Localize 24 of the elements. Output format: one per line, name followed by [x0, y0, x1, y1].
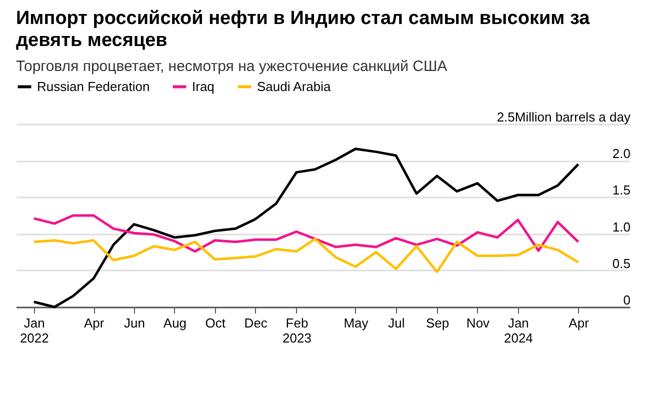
y-tick-label: 1.5 [612, 182, 630, 198]
x-tick-label: Sep [426, 316, 450, 330]
x-tick-label: Apr [568, 316, 590, 330]
chart-title: Импорт российской нефти в Индию стал самым высоким за девять месяцев [16, 8, 590, 51]
legend-label: Saudi Arabia [257, 78, 332, 94]
y-tick-label: 2.0 [612, 146, 630, 162]
legend-label: Russian Federation [37, 78, 150, 94]
x-tick-label: Nov [466, 316, 490, 330]
chart-subtitle: Торговля процветает, несмотря на ужесточение санкций США [16, 58, 448, 75]
y-tick-label: 0.5 [612, 256, 630, 271]
y-tick-label: 0 [623, 292, 630, 308]
x-tick-label: Dec [244, 316, 268, 330]
x-tick-label: Oct [205, 316, 226, 330]
x-tick-label: Apr [84, 316, 105, 330]
x-tick-label: Jan 2024 [504, 316, 533, 346]
x-tick-label: Feb 2023 [282, 316, 312, 346]
x-tick-label: May [344, 316, 369, 330]
x-tick-label: Jun [124, 316, 146, 330]
y-tick-label: 1.0 [612, 219, 630, 234]
x-tick-label: Aug [163, 316, 187, 330]
legend-label: Iraq [192, 78, 214, 94]
x-tick-label: Jul [388, 316, 405, 330]
x-tick-label: Jan 2022 [20, 316, 49, 346]
y-tick-label: 2.5Million barrels a day [496, 110, 631, 124]
